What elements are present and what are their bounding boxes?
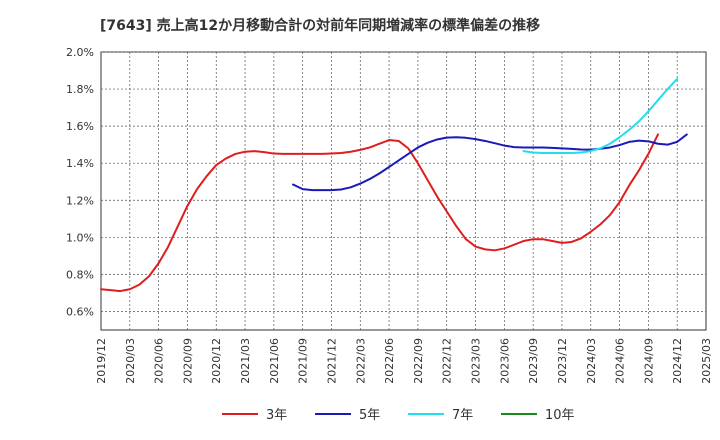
legend-label: 7年	[452, 408, 473, 423]
x-tick-label: 2021/12	[325, 338, 338, 384]
series-lines	[100, 77, 688, 293]
x-tick-label: 2024/09	[642, 338, 655, 384]
x-tick-label: 2020/12	[210, 338, 223, 384]
y-tick-label: 1.8%	[66, 83, 94, 96]
x-tick-label: 2023/12	[556, 338, 569, 384]
x-tick-label: 2023/06	[498, 338, 511, 384]
x-tick-label: 2024/06	[614, 338, 627, 384]
x-tick-label: 2024/12	[671, 338, 684, 384]
y-tick-label: 1.4%	[66, 157, 94, 170]
x-tick-label: 2021/09	[297, 338, 310, 384]
legend-label: 5年	[359, 408, 380, 423]
x-tick-label: 2021/03	[239, 338, 252, 384]
chart-title: [7643] 売上高12か月移動合計の対前年同期増減率の標準偏差の推移	[100, 17, 540, 34]
x-tick-label: 2024/03	[585, 338, 598, 384]
x-tick-label: 2021/06	[268, 338, 281, 384]
series-line-2	[292, 133, 688, 192]
y-tick-label: 0.6%	[66, 305, 94, 318]
x-tick-label: 2022/03	[354, 338, 367, 384]
x-tick-label: 2025/03	[700, 338, 713, 384]
x-tick-label: 2022/06	[383, 338, 396, 384]
x-tick-label: 2020/09	[181, 338, 194, 384]
grid	[101, 51, 706, 330]
y-axis: 0.6% 0.8% 1.0% 1.2% 1.4% 1.6% 1.8% 2.0%	[66, 46, 94, 318]
x-axis: 2019/12 2020/03 2020/06 2020/09 2020/12 2021/…	[95, 338, 713, 384]
x-tick-label: 2023/03	[470, 338, 483, 384]
series-line-3	[522, 77, 679, 155]
y-tick-label: 1.0%	[66, 231, 94, 244]
y-tick-label: 0.8%	[66, 268, 94, 281]
legend: 3年 5年 7年 10年	[222, 408, 575, 423]
legend-label: 3年	[266, 408, 287, 423]
y-tick-label: 1.2%	[66, 194, 94, 207]
legend-label: 10年	[545, 408, 575, 423]
x-tick-label: 2020/06	[153, 338, 166, 384]
x-tick-label: 2023/09	[527, 338, 540, 384]
series-line-1	[100, 133, 659, 293]
x-tick-label: 2022/12	[441, 338, 454, 384]
plot-area	[100, 51, 707, 331]
x-tick-label: 2019/12	[95, 338, 108, 384]
x-tick-label: 2020/03	[124, 338, 137, 384]
y-tick-label: 2.0%	[66, 46, 94, 59]
y-tick-label: 1.6%	[66, 120, 94, 133]
x-tick-label: 2022/09	[412, 338, 425, 384]
